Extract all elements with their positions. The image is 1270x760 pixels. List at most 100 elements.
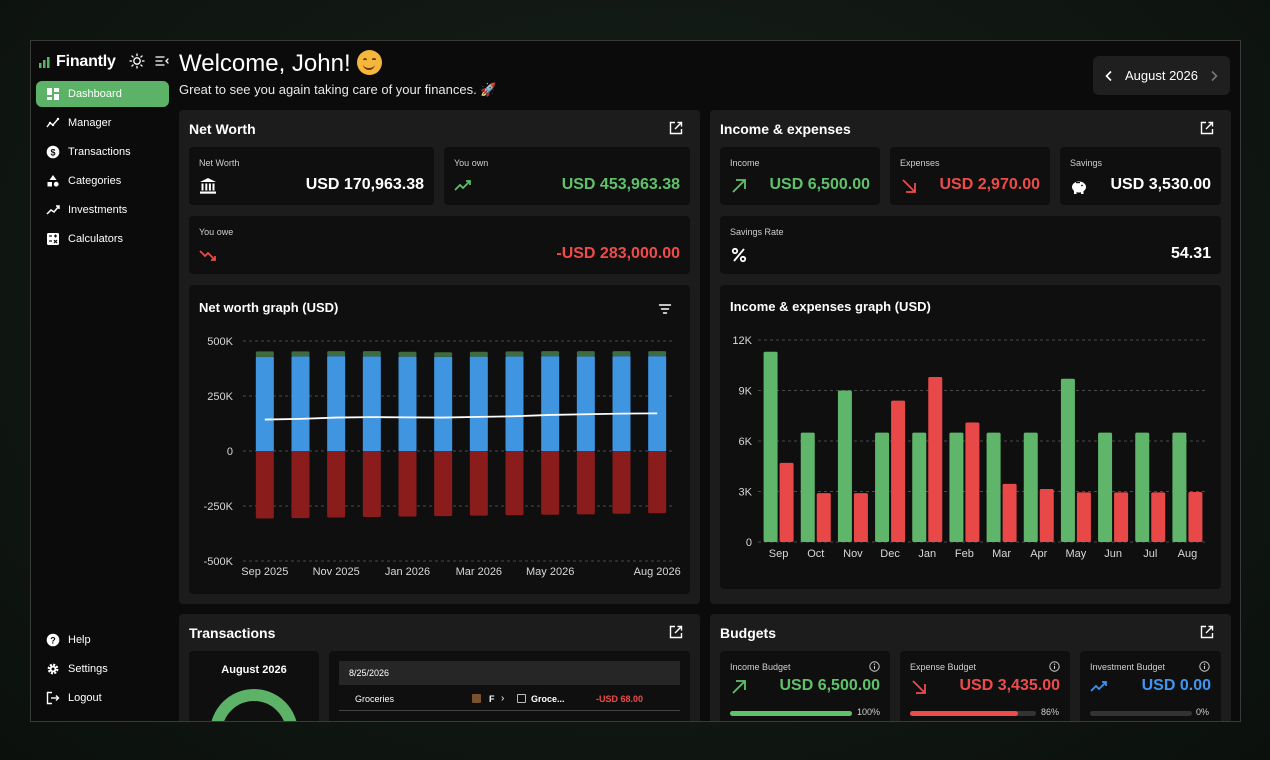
dollar-icon: $ xyxy=(46,145,60,159)
asset-cap-bar xyxy=(648,351,667,357)
chevron-right-icon[interactable] xyxy=(1208,70,1220,82)
income-bar xyxy=(949,432,964,542)
card-label: Savings xyxy=(1070,158,1103,168)
y-tick-label: 9K xyxy=(739,386,753,398)
sidebar: Finantly Dashboard xyxy=(31,41,171,721)
info-icon[interactable] xyxy=(1199,661,1210,672)
savings-rate-value: 54.31 xyxy=(1170,245,1211,262)
expense-bar xyxy=(1076,492,1091,542)
sun-icon[interactable] xyxy=(129,53,145,69)
svg-text:$: $ xyxy=(50,147,55,157)
expense-bar xyxy=(965,422,980,542)
liability-bar xyxy=(291,451,310,519)
open-external-icon[interactable] xyxy=(1200,625,1214,639)
filter-icon[interactable] xyxy=(658,302,672,316)
x-tick-label: Sep 2025 xyxy=(241,566,288,578)
income-bar xyxy=(1098,432,1113,542)
expense-bar xyxy=(928,377,943,542)
sidebar-item-help[interactable]: ? Help xyxy=(36,627,169,653)
open-external-icon[interactable] xyxy=(1200,121,1214,135)
sidebar-item-categories[interactable]: Categories xyxy=(36,168,169,194)
asset-cap-bar xyxy=(398,351,417,357)
income-bar xyxy=(986,432,1001,542)
page-title: Welcome, John! xyxy=(179,50,382,78)
y-tick-label: 250K xyxy=(207,391,233,403)
trending-up-icon xyxy=(454,180,471,191)
transactions-date-row: 8/25/2026 xyxy=(339,661,680,685)
asset-bar xyxy=(612,356,631,451)
asset-cap-bar xyxy=(362,351,381,357)
logo-icon xyxy=(39,57,50,68)
asset-bar xyxy=(576,356,595,451)
graph-title: Net worth graph (USD) xyxy=(199,300,339,315)
asset-bar xyxy=(541,356,560,451)
asset-bar xyxy=(505,356,524,451)
panel-title: Income & expenses xyxy=(720,121,851,137)
open-external-icon[interactable] xyxy=(669,625,683,639)
bank-icon xyxy=(200,178,216,194)
categories-icon xyxy=(47,175,59,187)
income-card: Income USD 6,500.00 xyxy=(720,147,880,205)
sidebar-item-logout[interactable]: Logout xyxy=(36,685,169,711)
liability-bar xyxy=(469,451,488,516)
manager-icon xyxy=(46,117,60,128)
asset-bar xyxy=(255,356,274,451)
chevron-left-icon[interactable] xyxy=(1103,70,1115,82)
income-expenses-chart: 12K 9K 6K 3K 0 Sep Oct Nov Dec Jan Feb Mar Apr May Jun… xyxy=(732,335,1206,560)
y-tick-label: 500K xyxy=(207,336,233,348)
category-from-icon xyxy=(472,694,481,703)
net-worth-graph-card: Net worth graph (USD) 500K 250K 0 -250K -500… xyxy=(189,285,690,594)
asset-bar xyxy=(398,356,417,451)
x-tick-label: Jan 2026 xyxy=(385,566,430,578)
y-tick-label: -250K xyxy=(204,501,234,513)
info-icon[interactable] xyxy=(869,661,880,672)
asset-cap-bar xyxy=(469,351,488,357)
asset-bar xyxy=(362,356,381,451)
x-tick-label: Jun xyxy=(1104,548,1122,560)
sidebar-item-label: Dashboard xyxy=(68,88,122,100)
panel-title: Net Worth xyxy=(189,121,256,137)
asset-bar xyxy=(327,356,346,451)
x-tick-label: Dec xyxy=(880,548,900,560)
income-expenses-panel: Income & expenses Income USD 6,500.00 Ex… xyxy=(710,110,1231,604)
liability-bar xyxy=(434,451,453,517)
y-tick-label: 0 xyxy=(227,446,233,458)
transaction-date: 8/25/2026 xyxy=(349,668,390,678)
expense-bar xyxy=(1188,492,1203,542)
percent-icon xyxy=(731,247,747,263)
net-worth-line xyxy=(264,412,658,421)
summary-month: August 2026 xyxy=(221,664,287,676)
sidebar-item-manager[interactable]: Manager xyxy=(36,110,169,136)
info-icon[interactable] xyxy=(1049,661,1060,672)
expenses-card: Expenses USD 2,970.00 xyxy=(890,147,1050,205)
asset-cap-bar xyxy=(612,351,631,357)
table-row[interactable]: Groceries F › Groce... -USD 68.00 xyxy=(339,685,680,711)
transaction-to: Groce... xyxy=(531,694,565,704)
category-to-icon xyxy=(517,694,526,703)
asset-cap-bar xyxy=(255,351,274,357)
sidebar-item-calculators[interactable]: Calculators xyxy=(36,226,169,252)
arrow-up-right-icon xyxy=(732,179,746,193)
liability-bar xyxy=(505,451,524,516)
sidebar-item-settings[interactable]: Settings xyxy=(36,656,169,682)
open-external-icon[interactable] xyxy=(669,121,683,135)
current-month: August 2026 xyxy=(1124,68,1198,83)
card-label: Expenses xyxy=(900,158,940,168)
income-budget-progress xyxy=(730,711,852,716)
income-bar xyxy=(837,390,852,542)
sidebar-item-investments[interactable]: Investments xyxy=(36,197,169,223)
dashboard-icon xyxy=(47,88,59,100)
calculator-icon xyxy=(47,233,59,245)
income-bar xyxy=(912,432,927,542)
transaction-name: Groceries xyxy=(355,694,395,704)
x-tick-label: Mar xyxy=(992,548,1011,560)
x-tick-label: Nov 2025 xyxy=(313,566,360,578)
net-worth-value: USD 170,963.38 xyxy=(305,176,424,193)
app-name: Finantly xyxy=(56,53,116,70)
sidebar-item-dashboard[interactable]: Dashboard xyxy=(36,81,169,107)
y-tick-label: -500K xyxy=(204,556,234,568)
menu-collapse-icon[interactable] xyxy=(155,54,169,68)
liability-bar xyxy=(255,451,274,519)
sidebar-item-transactions[interactable]: $ Transactions xyxy=(36,139,169,165)
expense-bar xyxy=(779,462,794,542)
